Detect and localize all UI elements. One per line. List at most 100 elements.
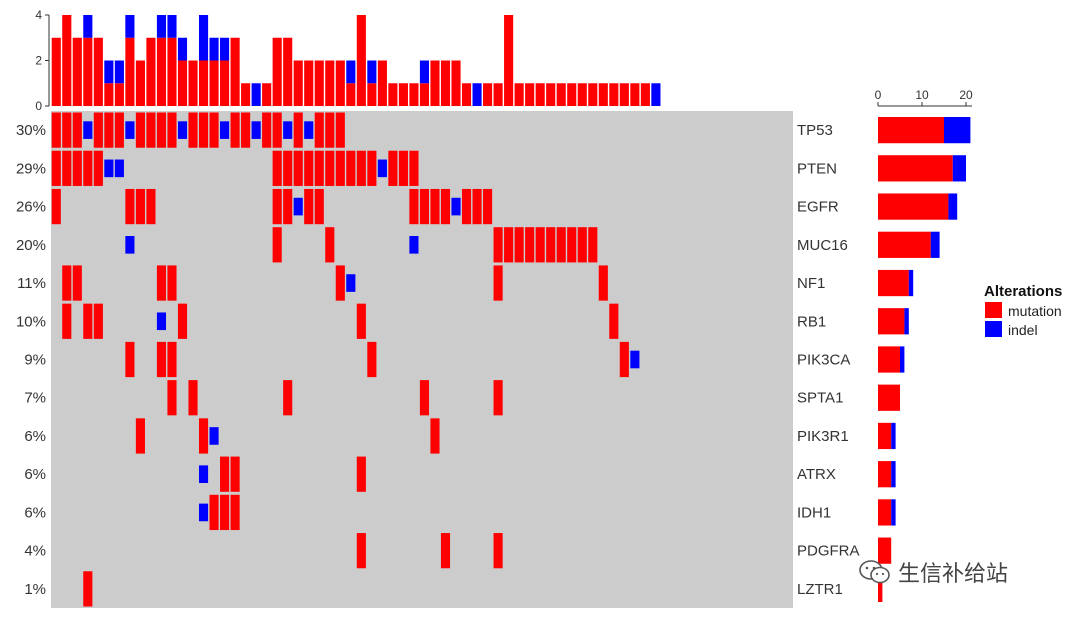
top-bar-indel: [167, 15, 177, 38]
top-bar-indel: [346, 60, 356, 84]
cell-mutation-NF1: [62, 265, 72, 301]
gene-label-EGFR: EGFR: [797, 199, 839, 216]
cell-mutation-TP53: [156, 112, 167, 148]
gene-label-PTEN: PTEN: [797, 160, 837, 177]
top-bar-mutation: [640, 83, 650, 106]
cell-mutation-TP53: [209, 112, 219, 148]
cell-mutation-NF1: [493, 265, 503, 301]
top-bar-mutation: [598, 83, 608, 106]
cell-mutation-MUC16: [567, 227, 577, 263]
top-bar-mutation: [177, 60, 188, 106]
top-bar-indel: [251, 83, 261, 106]
top-bar-mutation: [419, 83, 430, 106]
percent-label-MUC16: 20%: [16, 237, 46, 254]
cell-mutation-IDH1: [230, 494, 240, 531]
cell-mutation-EGFR: [146, 188, 156, 225]
right-bar-tick-label: 0: [875, 88, 882, 102]
cell-mutation-TP53: [62, 112, 72, 148]
top-bar-mutation: [577, 83, 587, 106]
right-bar-indel-TP53: [944, 117, 971, 144]
top-bar-mutation: [209, 60, 219, 106]
cell-mutation-ATRX: [356, 456, 366, 492]
top-sample-barplot: 0 2 4: [35, 8, 661, 113]
right-bar-mutation-PDGFRA: [878, 537, 892, 564]
cell-mutation-TP53: [72, 112, 82, 148]
cell-mutation-TP53: [188, 112, 198, 148]
cell-mutation-PTEN: [346, 150, 356, 186]
watermark-text: 生信补给站: [898, 562, 1009, 587]
cell-mutation-MUC16: [272, 227, 282, 263]
cell-mutation-TP53: [146, 112, 156, 148]
cell-mutation-SPTA1: [419, 380, 430, 416]
right-bar-indel-EGFR: [948, 193, 958, 220]
percent-label-PIK3CA: 9%: [24, 352, 46, 369]
right-bar-tick-label: 10: [915, 88, 929, 102]
cell-mutation-PTEN: [62, 150, 72, 186]
cell-mutation-EGFR: [461, 188, 472, 225]
cell-mutation-TP53: [335, 112, 345, 148]
top-bar-mutation: [51, 37, 61, 106]
percent-label-PIK3R1: 6%: [24, 428, 46, 445]
gene-label-ATRX: ATRX: [797, 466, 836, 483]
right-bar-mutation-IDH1: [878, 499, 892, 526]
cell-mutation-PTEN: [409, 150, 419, 186]
cell-mutation-EGFR: [283, 188, 293, 225]
top-bar-mutation: [156, 37, 167, 106]
top-bar-indel: [472, 83, 482, 106]
percent-label-EGFR: 26%: [16, 199, 46, 216]
top-bar-mutation: [135, 60, 145, 106]
cell-mutation-ATRX: [220, 456, 230, 492]
cell-indel-TP53: [125, 121, 135, 139]
top-bar-mutation: [262, 83, 272, 106]
top-bar-mutation: [377, 60, 387, 106]
cell-mutation-MUC16: [514, 227, 524, 263]
top-bar-mutation: [556, 83, 566, 106]
cell-mutation-RB1: [177, 303, 188, 339]
cell-mutation-TP53: [262, 112, 272, 148]
cell-indel-RB1: [156, 312, 167, 331]
cell-mutation-ATRX: [230, 456, 240, 492]
cell-mutation-PIK3CA: [367, 341, 377, 378]
cell-mutation-EGFR: [51, 188, 61, 225]
cell-indel-TP53: [304, 121, 314, 139]
top-bar-mutation: [535, 83, 545, 106]
cell-indel-TP53: [283, 121, 293, 139]
cell-mutation-RB1: [93, 303, 103, 339]
top-bar-mutation: [398, 83, 408, 106]
cell-mutation-PIK3CA: [156, 341, 167, 378]
cell-mutation-PTEN: [93, 150, 103, 186]
top-bar-mutation: [567, 83, 577, 106]
top-bar-mutation: [72, 37, 82, 106]
cell-mutation-LZTR1: [83, 571, 93, 607]
right-bar-mutation-PTEN: [878, 155, 953, 182]
legend-title: Alterations: [984, 283, 1062, 300]
top-bar-indel: [156, 15, 167, 38]
cell-mutation-EGFR: [472, 188, 482, 225]
cell-mutation-NF1: [156, 265, 167, 301]
top-bar-indel: [177, 37, 188, 61]
cell-mutation-TP53: [293, 112, 303, 148]
cell-mutation-PIK3CA: [619, 341, 629, 378]
cell-mutation-PIK3R1: [198, 418, 209, 454]
gene-label-RB1: RB1: [797, 313, 826, 330]
cell-mutation-TP53: [114, 112, 124, 148]
right-bar-indel-PIK3R1: [891, 422, 896, 450]
right-bar-mutation-PIK3CA: [878, 346, 900, 373]
top-bar-indel: [367, 60, 377, 84]
cell-mutation-PTEN: [83, 150, 93, 186]
cell-mutation-EGFR: [125, 188, 135, 225]
cell-mutation-MUC16: [588, 227, 598, 263]
wechat-icon: [859, 560, 890, 584]
cell-mutation-TP53: [93, 112, 103, 148]
cell-indel-EGFR: [451, 197, 461, 216]
cell-mutation-EGFR: [314, 188, 324, 225]
right-bar-indel-MUC16: [930, 231, 940, 258]
top-bar-indel: [83, 15, 93, 38]
percent-label-ATRX: 6%: [24, 466, 46, 483]
cell-mutation-TP53: [325, 112, 335, 148]
gene-label-PIK3CA: PIK3CA: [797, 352, 850, 369]
cell-mutation-TP53: [241, 112, 251, 148]
top-bar-mutation: [588, 83, 598, 106]
top-bar-mutation: [241, 83, 251, 106]
oncoprint-grid: [51, 111, 793, 608]
